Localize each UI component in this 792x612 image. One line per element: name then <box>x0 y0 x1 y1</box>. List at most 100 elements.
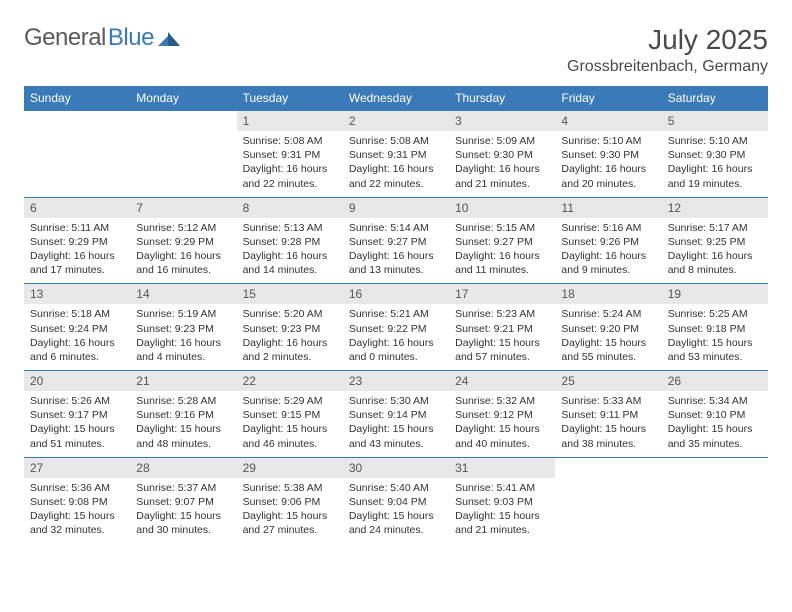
column-header: Friday <box>555 86 661 111</box>
day-body: Sunrise: 5:26 AMSunset: 9:17 PMDaylight:… <box>24 391 130 457</box>
day-body: Sunrise: 5:17 AMSunset: 9:25 PMDaylight:… <box>662 218 768 284</box>
sunrise-line: Sunrise: 5:13 AM <box>243 221 337 235</box>
sunset-line: Sunset: 9:20 PM <box>561 322 655 336</box>
calendar-body: 001Sunrise: 5:08 AMSunset: 9:31 PMDaylig… <box>24 111 768 544</box>
calendar-cell: 6Sunrise: 5:11 AMSunset: 9:29 PMDaylight… <box>24 197 130 284</box>
daylight-line: Daylight: 16 hours and 8 minutes. <box>668 249 762 277</box>
calendar-cell: 18Sunrise: 5:24 AMSunset: 9:20 PMDayligh… <box>555 284 661 371</box>
sunset-line: Sunset: 9:30 PM <box>561 148 655 162</box>
daylight-line: Daylight: 16 hours and 17 minutes. <box>30 249 124 277</box>
calendar-cell: 7Sunrise: 5:12 AMSunset: 9:29 PMDaylight… <box>130 197 236 284</box>
day-number: 31 <box>449 458 555 478</box>
sunrise-line: Sunrise: 5:08 AM <box>349 134 443 148</box>
sunrise-line: Sunrise: 5:25 AM <box>668 307 762 321</box>
day-body: Sunrise: 5:24 AMSunset: 9:20 PMDaylight:… <box>555 304 661 370</box>
day-body: Sunrise: 5:37 AMSunset: 9:07 PMDaylight:… <box>130 478 236 544</box>
brand-text-a: General <box>24 24 106 52</box>
daylight-line: Daylight: 15 hours and 46 minutes. <box>243 422 337 450</box>
sunrise-line: Sunrise: 5:29 AM <box>243 394 337 408</box>
calendar-cell: 20Sunrise: 5:26 AMSunset: 9:17 PMDayligh… <box>24 371 130 458</box>
day-number: 9 <box>343 198 449 218</box>
day-number: 10 <box>449 198 555 218</box>
sunset-line: Sunset: 9:25 PM <box>668 235 762 249</box>
sunset-line: Sunset: 9:27 PM <box>455 235 549 249</box>
calendar-cell: 24Sunrise: 5:32 AMSunset: 9:12 PMDayligh… <box>449 371 555 458</box>
calendar-cell: 0 <box>555 457 661 543</box>
sunrise-line: Sunrise: 5:36 AM <box>30 481 124 495</box>
daylight-line: Daylight: 15 hours and 53 minutes. <box>668 336 762 364</box>
sunset-line: Sunset: 9:14 PM <box>349 408 443 422</box>
day-number: 5 <box>662 111 768 131</box>
day-number: 17 <box>449 284 555 304</box>
day-number: 3 <box>449 111 555 131</box>
sunrise-line: Sunrise: 5:19 AM <box>136 307 230 321</box>
day-number: 19 <box>662 284 768 304</box>
day-body: Sunrise: 5:21 AMSunset: 9:22 PMDaylight:… <box>343 304 449 370</box>
calendar-cell: 2Sunrise: 5:08 AMSunset: 9:31 PMDaylight… <box>343 111 449 198</box>
calendar-cell: 17Sunrise: 5:23 AMSunset: 9:21 PMDayligh… <box>449 284 555 371</box>
brand-mark-icon <box>158 30 184 46</box>
sunset-line: Sunset: 9:31 PM <box>243 148 337 162</box>
column-header: Saturday <box>662 86 768 111</box>
daylight-line: Daylight: 16 hours and 2 minutes. <box>243 336 337 364</box>
calendar-cell: 19Sunrise: 5:25 AMSunset: 9:18 PMDayligh… <box>662 284 768 371</box>
sunset-line: Sunset: 9:31 PM <box>349 148 443 162</box>
calendar-cell: 0 <box>130 111 236 198</box>
day-number: 18 <box>555 284 661 304</box>
day-body: Sunrise: 5:33 AMSunset: 9:11 PMDaylight:… <box>555 391 661 457</box>
day-body: Sunrise: 5:16 AMSunset: 9:26 PMDaylight:… <box>555 218 661 284</box>
sunrise-line: Sunrise: 5:14 AM <box>349 221 443 235</box>
day-body: Sunrise: 5:09 AMSunset: 9:30 PMDaylight:… <box>449 131 555 197</box>
day-body: Sunrise: 5:34 AMSunset: 9:10 PMDaylight:… <box>662 391 768 457</box>
sunrise-line: Sunrise: 5:09 AM <box>455 134 549 148</box>
calendar-cell: 21Sunrise: 5:28 AMSunset: 9:16 PMDayligh… <box>130 371 236 458</box>
day-number: 24 <box>449 371 555 391</box>
sunset-line: Sunset: 9:03 PM <box>455 495 549 509</box>
sunset-line: Sunset: 9:27 PM <box>349 235 443 249</box>
daylight-line: Daylight: 16 hours and 4 minutes. <box>136 336 230 364</box>
day-number: 21 <box>130 371 236 391</box>
calendar-cell: 30Sunrise: 5:40 AMSunset: 9:04 PMDayligh… <box>343 457 449 543</box>
day-body: Sunrise: 5:14 AMSunset: 9:27 PMDaylight:… <box>343 218 449 284</box>
daylight-line: Daylight: 16 hours and 20 minutes. <box>561 162 655 190</box>
daylight-line: Daylight: 15 hours and 27 minutes. <box>243 509 337 537</box>
day-number: 22 <box>237 371 343 391</box>
calendar-cell: 28Sunrise: 5:37 AMSunset: 9:07 PMDayligh… <box>130 457 236 543</box>
header: General Blue July 2025 Grossbreitenbach,… <box>24 24 768 76</box>
daylight-line: Daylight: 16 hours and 22 minutes. <box>243 162 337 190</box>
sunset-line: Sunset: 9:12 PM <box>455 408 549 422</box>
daylight-line: Daylight: 15 hours and 40 minutes. <box>455 422 549 450</box>
calendar-cell: 12Sunrise: 5:17 AMSunset: 9:25 PMDayligh… <box>662 197 768 284</box>
sunrise-line: Sunrise: 5:34 AM <box>668 394 762 408</box>
day-body: Sunrise: 5:11 AMSunset: 9:29 PMDaylight:… <box>24 218 130 284</box>
sunrise-line: Sunrise: 5:18 AM <box>30 307 124 321</box>
column-header: Tuesday <box>237 86 343 111</box>
sunset-line: Sunset: 9:26 PM <box>561 235 655 249</box>
daylight-line: Daylight: 16 hours and 22 minutes. <box>349 162 443 190</box>
calendar-cell: 23Sunrise: 5:30 AMSunset: 9:14 PMDayligh… <box>343 371 449 458</box>
calendar-cell: 16Sunrise: 5:21 AMSunset: 9:22 PMDayligh… <box>343 284 449 371</box>
sunrise-line: Sunrise: 5:24 AM <box>561 307 655 321</box>
sunset-line: Sunset: 9:21 PM <box>455 322 549 336</box>
calendar-cell: 3Sunrise: 5:09 AMSunset: 9:30 PMDaylight… <box>449 111 555 198</box>
column-header: Thursday <box>449 86 555 111</box>
calendar-cell: 26Sunrise: 5:34 AMSunset: 9:10 PMDayligh… <box>662 371 768 458</box>
calendar-cell: 11Sunrise: 5:16 AMSunset: 9:26 PMDayligh… <box>555 197 661 284</box>
daylight-line: Daylight: 16 hours and 13 minutes. <box>349 249 443 277</box>
day-number: 23 <box>343 371 449 391</box>
daylight-line: Daylight: 16 hours and 19 minutes. <box>668 162 762 190</box>
day-body: Sunrise: 5:13 AMSunset: 9:28 PMDaylight:… <box>237 218 343 284</box>
sunrise-line: Sunrise: 5:10 AM <box>561 134 655 148</box>
day-number: 6 <box>24 198 130 218</box>
calendar-cell: 22 Sunrise: 5:29 AMSunset: 9:15 PMDayligh… <box>237 371 343 458</box>
calendar-row: 001Sunrise: 5:08 AMSunset: 9:31 PMDaylig… <box>24 111 768 198</box>
sunset-line: Sunset: 9:22 PM <box>349 322 443 336</box>
sunset-line: Sunset: 9:10 PM <box>668 408 762 422</box>
daylight-line: Daylight: 15 hours and 48 minutes. <box>136 422 230 450</box>
calendar-cell: 15Sunrise: 5:20 AMSunset: 9:23 PMDayligh… <box>237 284 343 371</box>
sunset-line: Sunset: 9:30 PM <box>668 148 762 162</box>
day-number: 14 <box>130 284 236 304</box>
calendar-cell: 0 <box>24 111 130 198</box>
column-header: Sunday <box>24 86 130 111</box>
sunset-line: Sunset: 9:15 PM <box>243 408 337 422</box>
